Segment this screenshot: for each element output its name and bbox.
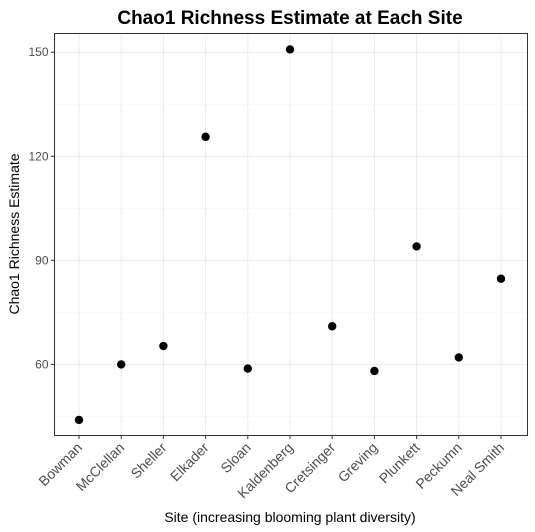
- y-axis-title: Chao1 Richness Estimate: [6, 153, 22, 314]
- x-axis-title: Site (increasing blooming plant diversit…: [164, 509, 415, 525]
- data-point: [454, 353, 463, 362]
- x-tick-label: Greving: [335, 439, 381, 485]
- y-tick-label: 150: [28, 45, 48, 59]
- data-points: [74, 45, 506, 425]
- data-point: [159, 341, 168, 351]
- chart-title: Chao1 Richness Estimate at Each Site: [117, 8, 462, 29]
- grid-lines: [54, 33, 528, 436]
- plot-panel: [54, 33, 528, 436]
- y-tick-label: 90: [35, 253, 49, 267]
- data-point: [117, 360, 126, 369]
- data-point: [370, 366, 379, 376]
- data-point: [201, 132, 210, 142]
- data-point: [74, 415, 84, 425]
- data-point: [285, 45, 295, 54]
- x-tick-label: Sloan: [217, 439, 254, 476]
- x-tick-label: Sheller: [127, 439, 169, 481]
- data-point: [412, 242, 421, 251]
- x-tick-label: Elkader: [167, 439, 212, 484]
- data-point: [243, 364, 252, 373]
- data-point: [496, 274, 506, 283]
- y-tick-label: 60: [35, 357, 49, 371]
- data-point: [328, 322, 337, 331]
- y-axis: 60 90 120 150: [28, 45, 55, 371]
- y-tick-label: 120: [28, 149, 48, 163]
